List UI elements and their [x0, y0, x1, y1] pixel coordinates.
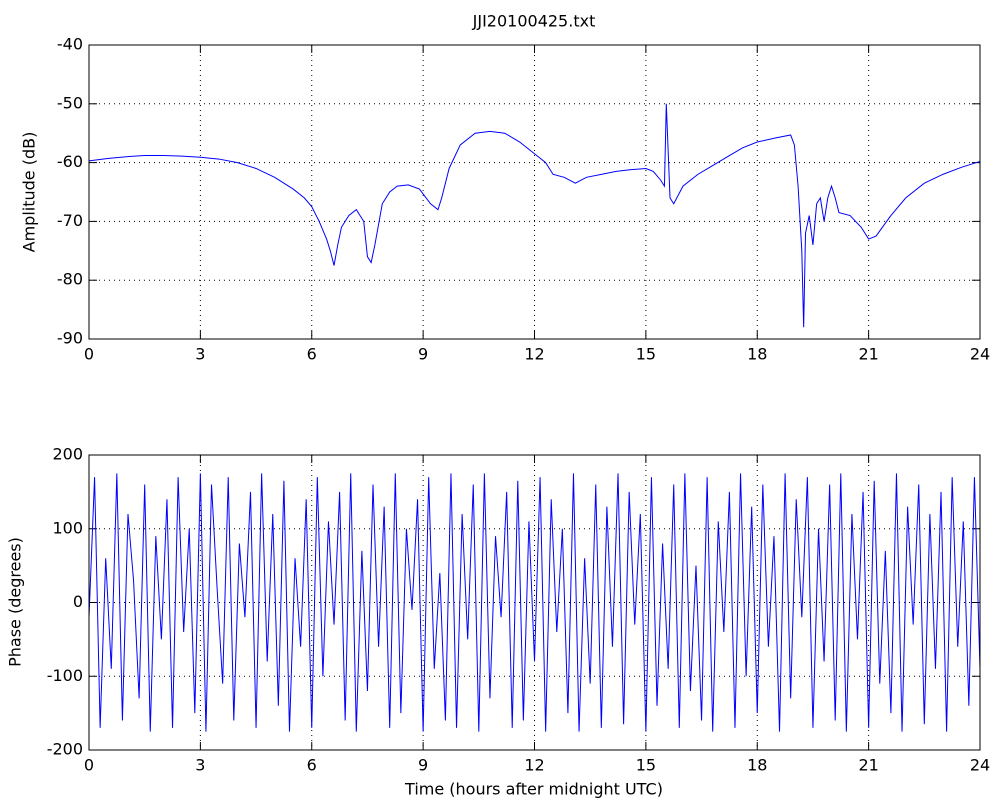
- data-line: [88, 103, 981, 328]
- x-tick-label: 12: [524, 756, 544, 775]
- y-tick-label: 100: [52, 518, 83, 537]
- x-tick-label: 6: [307, 345, 317, 364]
- y-tick-label: -50: [57, 93, 83, 112]
- x-tick-label: 3: [195, 345, 205, 364]
- x-tick-label: 3: [195, 756, 205, 775]
- x-tick-label: 24: [970, 756, 990, 775]
- axes-frame: [88, 454, 981, 751]
- y-tick-label: -40: [57, 35, 83, 54]
- x-tick-label: 9: [418, 756, 428, 775]
- y-tick-label: -70: [57, 211, 83, 230]
- axes-frame: [88, 44, 981, 340]
- x-tick-label: 6: [307, 756, 317, 775]
- x-tick-label: 21: [858, 345, 878, 364]
- data-line: [88, 473, 981, 732]
- y-axis-label: Amplitude (dB): [20, 132, 39, 253]
- x-tick-label: 12: [524, 345, 544, 364]
- x-tick-label: 15: [636, 756, 656, 775]
- chart-title: JJI20100425.txt: [472, 12, 596, 31]
- x-axis-label: Time (hours after midnight UTC): [404, 780, 663, 799]
- y-axis-label: Phase (degrees): [6, 537, 25, 667]
- x-tick-label: 0: [84, 756, 94, 775]
- x-tick-label: 24: [970, 345, 990, 364]
- y-tick-label: -100: [47, 666, 83, 685]
- y-tick-label: -90: [57, 329, 83, 348]
- x-tick-label: 21: [858, 756, 878, 775]
- y-tick-label: -200: [47, 740, 83, 759]
- x-tick-label: 9: [418, 345, 428, 364]
- y-tick-label: 200: [52, 445, 83, 464]
- y-tick-label: -80: [57, 270, 83, 289]
- x-tick-label: 15: [636, 345, 656, 364]
- y-tick-label: 0: [73, 592, 83, 611]
- x-tick-label: 0: [84, 345, 94, 364]
- x-tick-label: 18: [747, 345, 767, 364]
- y-tick-label: -60: [57, 152, 83, 171]
- x-tick-label: 18: [747, 756, 767, 775]
